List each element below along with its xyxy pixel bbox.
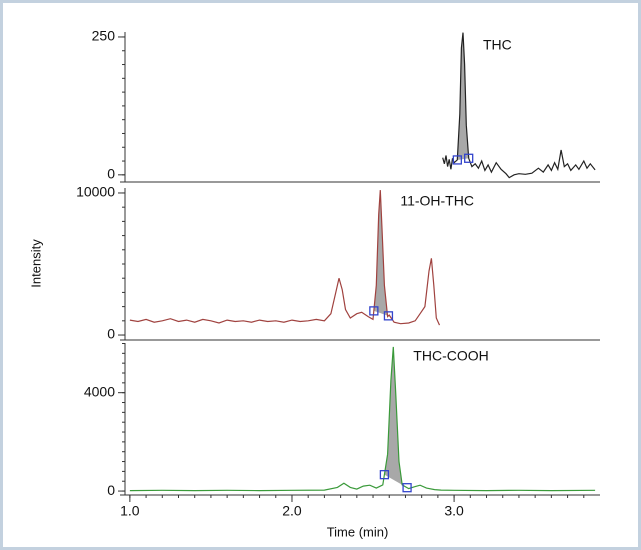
x-tick-label: 1.0 bbox=[120, 503, 140, 519]
y-tick-label: 4000 bbox=[84, 383, 115, 399]
integration-marker bbox=[402, 483, 412, 493]
integration-marker bbox=[379, 470, 390, 480]
y-axis-label: Intensity bbox=[28, 239, 43, 288]
y-tick-label: 10000 bbox=[76, 184, 115, 200]
x-axis-label: Time (min) bbox=[327, 524, 389, 539]
peak-label: 11-OH-THC bbox=[400, 193, 474, 209]
x-tick-label: 3.0 bbox=[444, 503, 464, 519]
y-tick-label: 0 bbox=[107, 482, 115, 498]
trace bbox=[442, 32, 596, 179]
integration-marker bbox=[369, 306, 379, 316]
peak-label: THC-COOH bbox=[413, 348, 488, 364]
trace bbox=[129, 190, 441, 326]
peak-area bbox=[457, 32, 469, 160]
peak-label: THC bbox=[483, 37, 512, 53]
y-tick-label: 0 bbox=[107, 326, 115, 342]
chromatogram: 0 250 THC 0 10000 11-OH-THC Intensity 0 4000 THC-… bbox=[28, 28, 600, 539]
y-tick-label: 250 bbox=[92, 28, 116, 44]
peak-area bbox=[373, 190, 389, 317]
integration-marker bbox=[452, 155, 462, 165]
peak-area bbox=[384, 346, 408, 488]
integration-marker bbox=[383, 311, 394, 321]
trace bbox=[129, 346, 596, 492]
x-tick-label: 2.0 bbox=[282, 503, 302, 519]
integration-marker bbox=[464, 153, 474, 163]
y-tick-label: 0 bbox=[107, 166, 115, 182]
